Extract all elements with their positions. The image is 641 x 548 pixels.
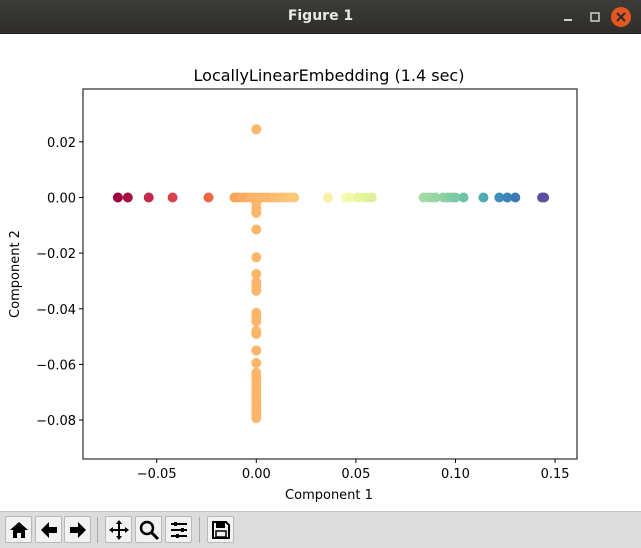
scatter-point [167, 192, 178, 203]
scatter-point [143, 192, 154, 203]
home-button[interactable] [5, 516, 32, 543]
scatter-point [450, 192, 461, 203]
maximize-icon [590, 12, 600, 22]
scatter-point [539, 192, 550, 203]
scatter-point [494, 192, 505, 203]
x-tick-label: 0.10 [441, 467, 470, 482]
window-titlebar[interactable]: Figure 1 [0, 0, 641, 34]
x-tick-label: 0.05 [341, 467, 370, 482]
scatter-point [289, 192, 300, 203]
scatter-point [251, 413, 262, 424]
x-axis-label: Component 1 [285, 488, 373, 503]
chart-title: LocallyLinearEmbedding (1.4 sec) [194, 66, 465, 85]
toolbar-separator [199, 517, 200, 543]
scatter-point [502, 192, 513, 203]
save-icon [212, 521, 230, 539]
scatter-point [251, 328, 262, 339]
scatter-point [430, 192, 441, 203]
configure-subplots-icon [171, 522, 187, 538]
minimize-button[interactable] [558, 7, 578, 27]
forward-button[interactable] [64, 516, 91, 543]
scatter-chart: LocallyLinearEmbedding (1.4 sec) −0.05 0.… [8, 66, 578, 503]
minimize-icon [564, 19, 572, 21]
scatter-point [458, 192, 469, 203]
scatter-point [510, 192, 521, 203]
configure-subplots-button[interactable] [165, 516, 192, 543]
close-button[interactable] [611, 7, 631, 27]
scatter-point [203, 192, 214, 203]
x-tick-label: 0.00 [242, 467, 271, 482]
pan-icon [109, 520, 129, 540]
forward-arrow-icon [70, 522, 86, 538]
scatter-point [251, 224, 262, 235]
scatter-point [251, 316, 262, 327]
maximize-button[interactable] [585, 7, 605, 27]
back-arrow-icon [41, 522, 57, 538]
y-tick-label: 0.02 [47, 136, 76, 151]
scatter-point [251, 269, 262, 279]
scatter-point [112, 192, 123, 203]
scatter-point [366, 192, 377, 203]
scatter-point [344, 192, 355, 203]
scatter-point [251, 207, 262, 218]
window-title: Figure 1 [287, 8, 354, 24]
close-icon [616, 12, 626, 22]
scatter-point [251, 252, 262, 263]
home-icon [10, 522, 28, 538]
zoom-button[interactable] [135, 516, 162, 543]
y-tick-label: 0.00 [47, 191, 76, 206]
x-tick-label: −0.05 [137, 467, 177, 482]
y-axis-label: Component 2 [8, 230, 23, 318]
scatter-point [251, 358, 262, 368]
y-tick-label: −0.04 [36, 303, 76, 318]
scatter-point [323, 192, 333, 203]
axes-frame [82, 88, 578, 460]
figure-canvas[interactable]: LocallyLinearEmbedding (1.4 sec) −0.05 0.… [0, 34, 641, 511]
x-tick-label: 0.15 [541, 467, 570, 482]
zoom-icon [139, 520, 160, 541]
save-button[interactable] [207, 516, 234, 543]
pan-button[interactable] [105, 516, 132, 543]
navigation-toolbar [0, 511, 641, 548]
toolbar-separator [97, 517, 98, 543]
y-tick-label: −0.08 [36, 414, 76, 429]
back-button[interactable] [35, 516, 62, 543]
y-tick-label: −0.02 [36, 247, 76, 262]
scatter-point [251, 285, 262, 296]
scatter-point [251, 124, 262, 135]
scatter-point [122, 192, 133, 203]
scatter-point [251, 345, 262, 356]
y-tick-label: −0.06 [36, 358, 76, 373]
scatter-point [478, 192, 489, 203]
